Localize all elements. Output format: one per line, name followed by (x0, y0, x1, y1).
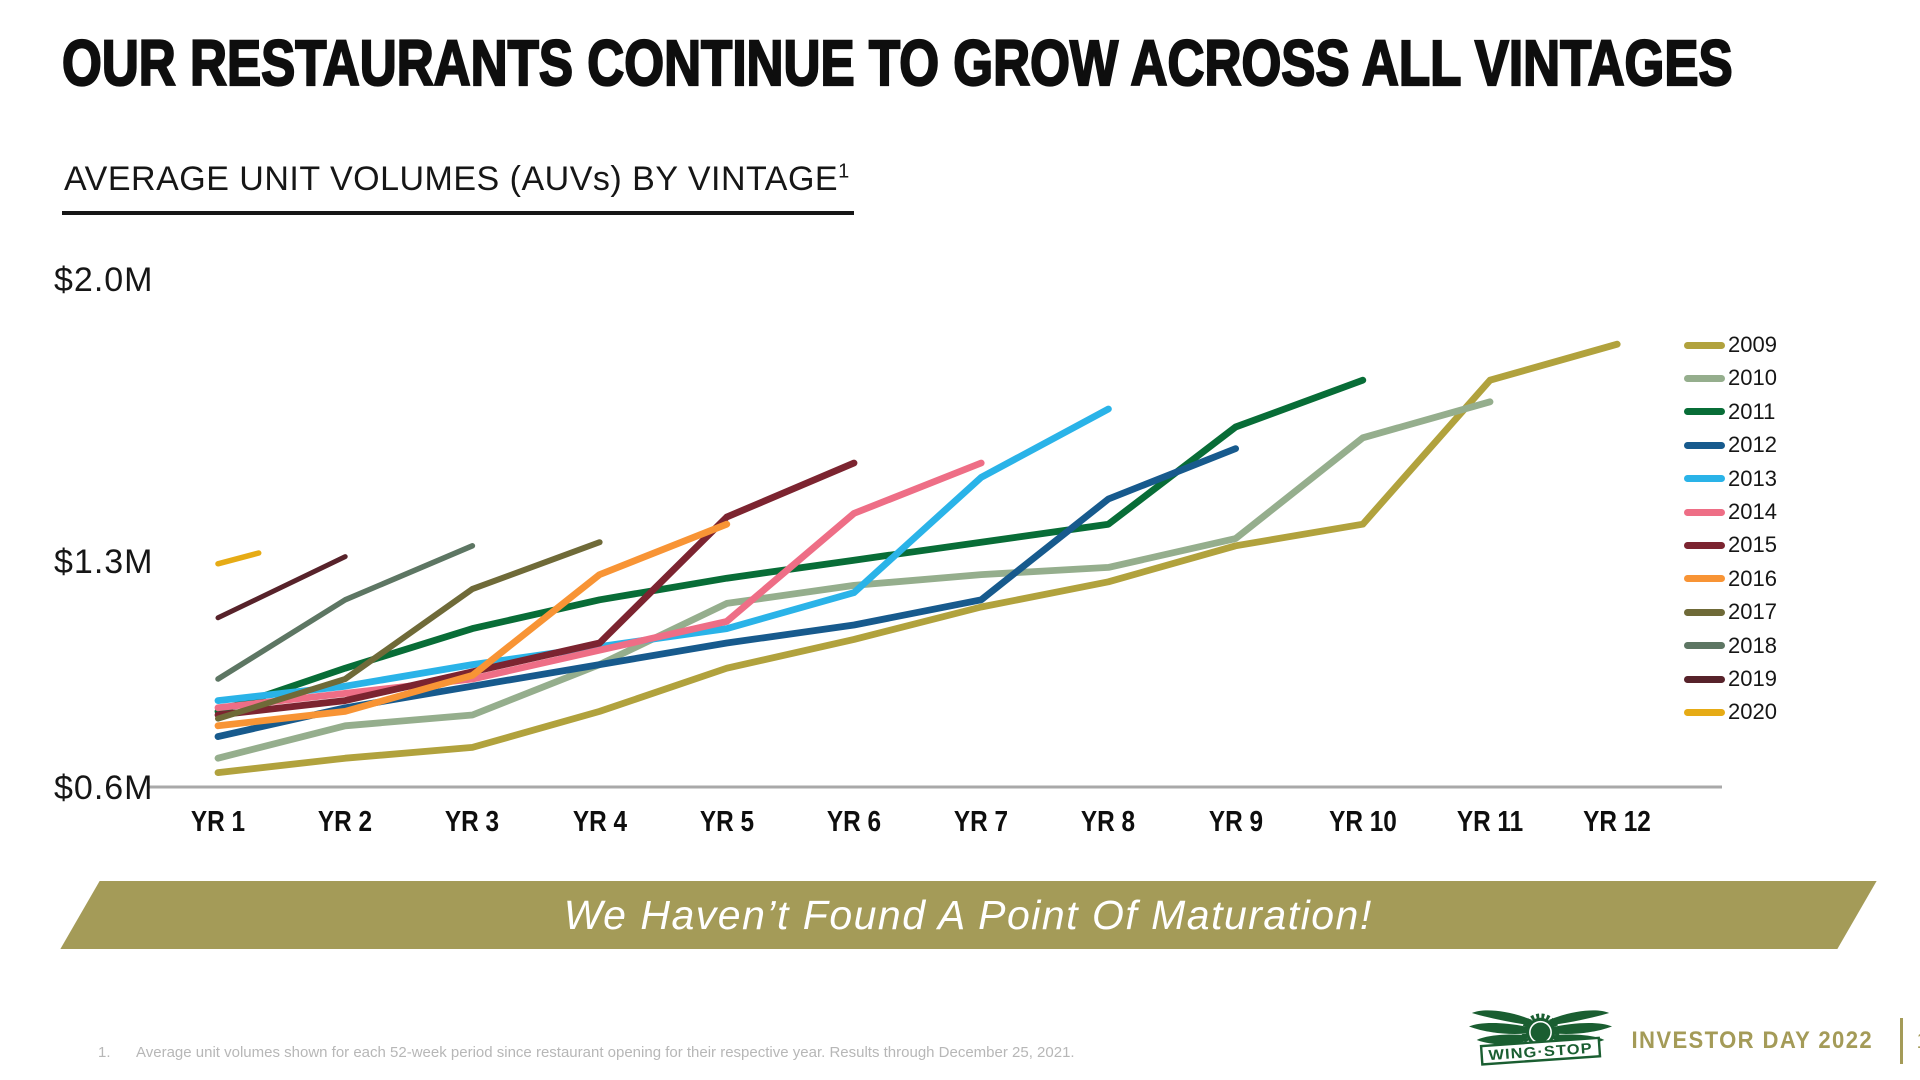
chart-subtitle-wrap: AVERAGE UNIT VOLUMES (AUVs) BY VINTAGE1 (62, 160, 854, 215)
footnote-text: Average unit volumes shown for each 52-w… (136, 1044, 1075, 1061)
y-tick-1.3: $1.3M (54, 543, 154, 581)
footer-divider (1899, 1018, 1903, 1064)
footnote-number: 1. (98, 1044, 111, 1061)
footnote-marker: 1 (838, 160, 850, 183)
maturation-banner: We Haven’t Found A Point Of Maturation! (60, 881, 1877, 949)
x-tick-yr9: YR 9 (1208, 806, 1263, 838)
series-line-2018 (215, 543, 476, 682)
chart-subtitle-text: AVERAGE UNIT VOLUMES (AUVs) BY VINTAGE (64, 160, 839, 198)
x-tick-yr12: YR 12 (1583, 806, 1652, 838)
banner-text: We Haven’t Found A Point Of Maturation! (563, 891, 1373, 938)
x-tick-yr10: YR 10 (1328, 806, 1397, 838)
x-tick-yr3: YR 3 (445, 806, 500, 838)
series-line-2019 (215, 554, 348, 621)
footer-brand: INVESTOR DAY 2022 (1631, 1027, 1874, 1054)
series-line-2016 (214, 520, 731, 730)
page-number: 10 (1917, 1028, 1920, 1054)
series-line-2017 (215, 539, 603, 722)
y-tick-0.6: $0.6M (54, 769, 154, 807)
x-tick-yr1: YR 1 (190, 806, 246, 838)
x-tick-yr6: YR 6 (826, 806, 882, 838)
x-tick-yr4: YR 4 (572, 806, 627, 838)
series-line-2010 (214, 398, 1494, 762)
series-line-2015 (214, 459, 858, 719)
logo-wordmark: WING·STOP (1488, 1041, 1593, 1064)
series-line-2009 (214, 340, 1621, 776)
slide-title: OUR RESTAURANTS CONTINUE TO GROW ACROSS … (61, 26, 1733, 100)
series-line-2014 (214, 459, 985, 712)
footnote: 1. Average unit volumes shown for each 5… (98, 1044, 1075, 1061)
chart-subtitle: AVERAGE UNIT VOLUMES (AUVs) BY VINTAGE1 (62, 160, 854, 215)
y-tick-2: $2.0M (54, 261, 154, 299)
x-tick-yr8: YR 8 (1081, 806, 1136, 838)
x-tick-yr2: YR 2 (318, 806, 373, 838)
x-tick-yr7: YR 7 (954, 806, 1009, 838)
x-tick-yr5: YR 5 (699, 806, 754, 838)
x-tick-yr11: YR 11 (1456, 806, 1524, 838)
wingstop-logo-icon: WING·STOP (1468, 1010, 1613, 1066)
series-line-2020 (215, 550, 262, 567)
slide-footer: WING·STOP INVESTOR DAY 2022 10 (1468, 1006, 1920, 1076)
